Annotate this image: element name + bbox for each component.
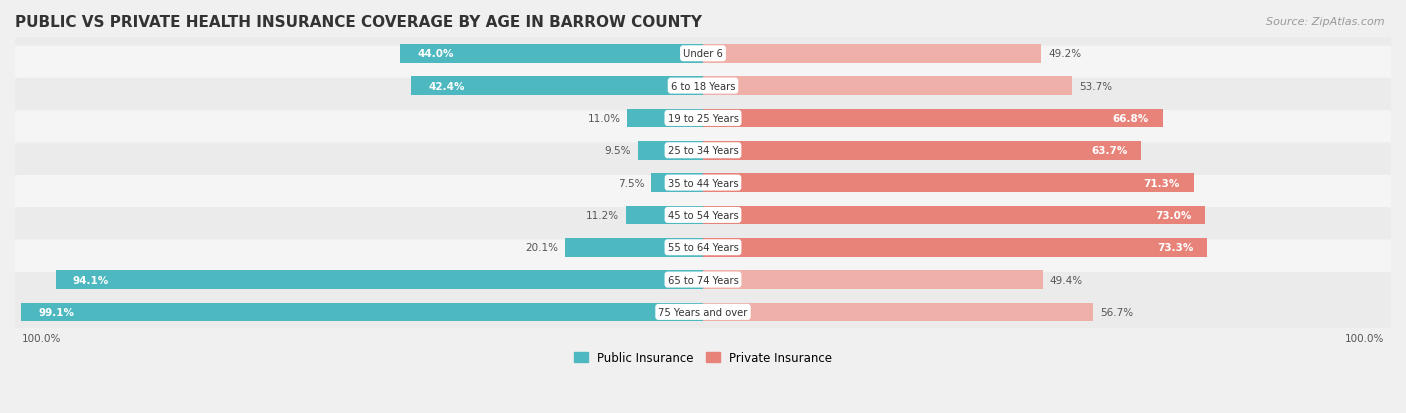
Text: 53.7%: 53.7% [1080,81,1112,91]
Bar [651,174,703,192]
Bar [703,303,1092,321]
Bar [703,77,1073,96]
Text: 6 to 18 Years: 6 to 18 Years [671,81,735,91]
FancyBboxPatch shape [11,271,1395,353]
Text: 100.0%: 100.0% [1344,333,1384,343]
Text: 19 to 25 Years: 19 to 25 Years [668,114,738,123]
Legend: Public Insurance, Private Insurance: Public Insurance, Private Insurance [569,347,837,369]
Text: 99.1%: 99.1% [38,307,75,317]
FancyBboxPatch shape [11,142,1395,224]
Bar [703,206,1205,225]
FancyBboxPatch shape [11,143,1395,223]
Text: 100.0%: 100.0% [22,333,62,343]
Text: 20.1%: 20.1% [524,243,558,253]
Bar [703,109,1163,128]
Text: 49.2%: 49.2% [1049,49,1081,59]
Text: 73.3%: 73.3% [1157,243,1194,253]
Text: 45 to 54 Years: 45 to 54 Years [668,210,738,221]
Bar [21,303,703,321]
Text: Source: ZipAtlas.com: Source: ZipAtlas.com [1267,17,1385,26]
Bar [412,77,703,96]
Text: 25 to 34 Years: 25 to 34 Years [668,146,738,156]
Bar [703,271,1043,289]
FancyBboxPatch shape [11,78,1395,159]
FancyBboxPatch shape [11,46,1395,127]
Text: 49.4%: 49.4% [1050,275,1083,285]
Bar [703,238,1208,257]
Text: 42.4%: 42.4% [429,81,465,91]
FancyBboxPatch shape [11,207,1395,288]
FancyBboxPatch shape [11,272,1395,352]
FancyBboxPatch shape [11,14,1395,94]
Text: 94.1%: 94.1% [73,275,110,285]
Text: 55 to 64 Years: 55 to 64 Years [668,243,738,253]
FancyBboxPatch shape [11,208,1395,287]
FancyBboxPatch shape [11,14,1395,95]
Text: 66.8%: 66.8% [1112,114,1149,123]
Text: 75 Years and over: 75 Years and over [658,307,748,317]
Text: 65 to 74 Years: 65 to 74 Years [668,275,738,285]
Bar [565,238,703,257]
Text: 7.5%: 7.5% [619,178,644,188]
FancyBboxPatch shape [11,78,1395,159]
FancyBboxPatch shape [11,176,1395,255]
FancyBboxPatch shape [11,46,1395,126]
Bar [626,206,703,225]
Text: 73.0%: 73.0% [1156,210,1191,221]
FancyBboxPatch shape [11,110,1395,192]
Bar [703,142,1142,160]
Bar [56,271,703,289]
Text: 63.7%: 63.7% [1091,146,1128,156]
FancyBboxPatch shape [11,239,1395,320]
FancyBboxPatch shape [11,175,1395,256]
Text: Under 6: Under 6 [683,49,723,59]
Text: 35 to 44 Years: 35 to 44 Years [668,178,738,188]
Bar [703,174,1194,192]
FancyBboxPatch shape [11,240,1395,320]
FancyBboxPatch shape [11,111,1395,191]
Bar [638,142,703,160]
Text: 44.0%: 44.0% [418,49,454,59]
Text: 56.7%: 56.7% [1099,307,1133,317]
Bar [703,45,1042,64]
Text: 9.5%: 9.5% [605,146,631,156]
Text: 11.0%: 11.0% [588,114,620,123]
Text: PUBLIC VS PRIVATE HEALTH INSURANCE COVERAGE BY AGE IN BARROW COUNTY: PUBLIC VS PRIVATE HEALTH INSURANCE COVER… [15,15,702,30]
Text: 11.2%: 11.2% [586,210,619,221]
Bar [401,45,703,64]
Bar [627,109,703,128]
Text: 71.3%: 71.3% [1143,178,1180,188]
